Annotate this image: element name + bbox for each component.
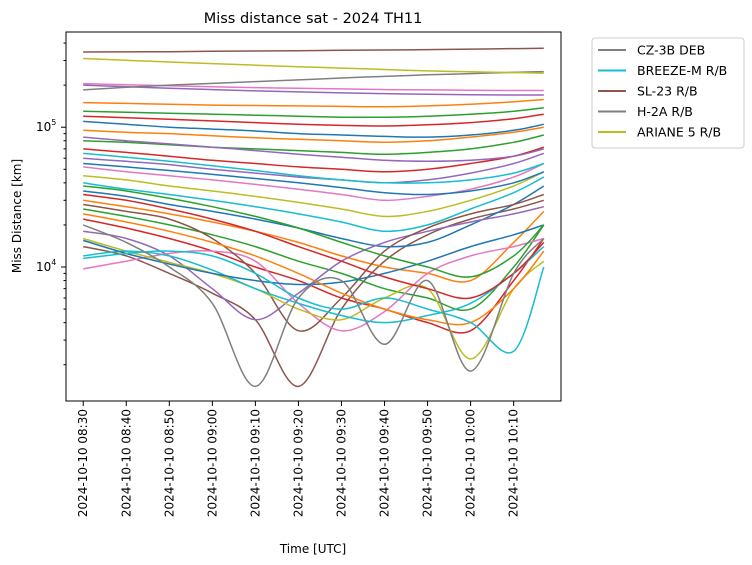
series-line-28 [83, 213, 545, 326]
series-line-23 [83, 84, 544, 96]
series-line-20 [83, 98, 544, 108]
legend-label: ARIANE 5 R/B [637, 125, 721, 140]
series-line-26 [83, 185, 545, 278]
series-line-27 [83, 193, 545, 300]
series-line-5 [83, 146, 545, 173]
series-line-2 [83, 120, 544, 138]
y-axis: 104 105 [36, 42, 66, 366]
legend-label: CZ-3B DEB [637, 43, 705, 58]
series-line-13 [83, 218, 545, 334]
x-tick-label: 2024-10-10 09:00 [205, 409, 219, 517]
series-line-17 [82, 237, 545, 360]
x-tick-label: 2024-10-10 09:40 [378, 409, 392, 517]
plot-frame [65, 31, 562, 402]
legend-series-line-2 [83, 250, 545, 354]
x-tick-label: 2024-10-10 08:30 [76, 409, 90, 517]
x-tick-label: 2024-10-10 08:40 [119, 409, 133, 517]
series-line-1 [83, 199, 545, 388]
series-line-22 [83, 113, 544, 127]
series-line-10 [83, 185, 545, 248]
series-line-11 [83, 199, 545, 283]
y-axis-label: Miss Distance [km] [10, 159, 24, 273]
series-line-16 [83, 193, 545, 332]
x-tick-label: 2024-10-10 08:50 [162, 409, 176, 517]
series-line-21 [83, 106, 544, 119]
x-axis-label: Time [UTC] [279, 542, 346, 556]
legend-label: H-2A R/B [637, 104, 693, 119]
series-line-29 [83, 136, 544, 163]
y-tick-label: 105 [36, 118, 56, 134]
legend-frame [591, 37, 745, 149]
x-tick-label: 2024-10-10 10:10 [507, 409, 521, 517]
series-line-9 [83, 176, 545, 233]
x-axis: 2024-10-10 08:30 2024-10-10 08:40 2024-10-… [76, 401, 521, 517]
series-line-4 [83, 134, 544, 156]
x-tick-label: 2024-10-10 09:10 [248, 409, 262, 517]
series-line-7 [83, 162, 545, 202]
y-tick-label: 104 [36, 258, 56, 274]
chart-title: Miss distance sat - 2024 TH11 [204, 11, 423, 27]
plot-lines [82, 47, 545, 388]
series-line-30 [83, 152, 545, 184]
x-tick-label: 2024-10-10 09:50 [421, 409, 435, 517]
series-line-8 [83, 171, 545, 218]
legend-label: SL-23 R/B [637, 84, 698, 99]
legend-series-line-5 [83, 57, 544, 74]
x-tick-label: 2024-10-10 10:00 [464, 409, 478, 517]
legend: CZ-3B DEB BREEZE-M R/B SL-23 R/B H-2A R/B AR… [591, 37, 745, 149]
series-line-3 [83, 126, 544, 144]
x-tick-label: 2024-10-10 09:20 [291, 409, 305, 517]
legend-label: BREEZE-M R/B [637, 63, 727, 78]
series-line-25 [83, 162, 545, 196]
legend-series-line-3 [83, 47, 544, 53]
legend-series-line-1 [83, 70, 544, 91]
legend-series-line-4 [82, 224, 545, 388]
series-line-12 [83, 208, 545, 312]
series-line-18 [83, 246, 545, 324]
x-tick-label: 2024-10-10 09:30 [334, 409, 348, 517]
